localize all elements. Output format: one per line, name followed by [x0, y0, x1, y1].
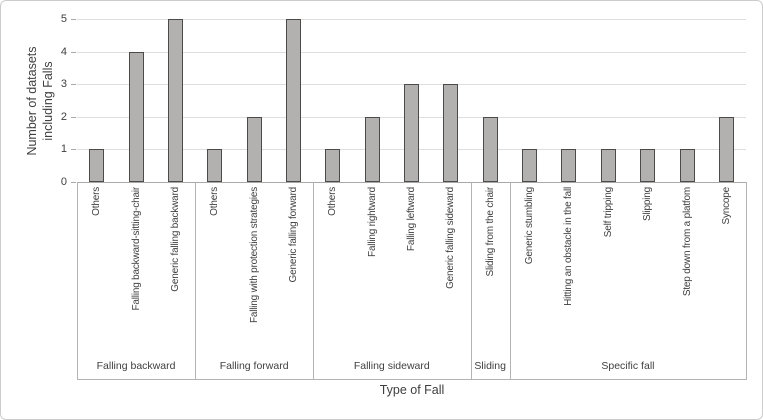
y-tick-mark [71, 182, 76, 183]
group-separator-line [470, 182, 472, 379]
x-group-label: Falling backward [96, 360, 176, 372]
x-category-label: Generic falling backward [169, 187, 181, 292]
x-group-label: Specific fall [601, 360, 655, 372]
gridline [77, 19, 746, 20]
x-group-label: Falling forward [219, 360, 289, 372]
bar [679, 149, 695, 182]
bar [600, 149, 616, 182]
y-tick-label: 0 [60, 176, 67, 188]
x-category-label: Falling rightward [366, 187, 378, 257]
group-separator-line [313, 182, 315, 379]
bar [246, 117, 262, 182]
group-separator-line [77, 182, 78, 379]
bar [207, 149, 223, 182]
x-category-label: Step down from a platfom [681, 187, 693, 297]
x-category-label: Self tripping [602, 187, 614, 238]
y-tick-mark [71, 19, 76, 20]
y-tick-label: 3 [60, 78, 67, 90]
x-category-label: Generic falling forward [287, 187, 299, 283]
y-tick-mark [71, 52, 76, 53]
y-tick-label: 5 [60, 13, 67, 25]
x-category-label: Generic stumbling [524, 187, 536, 265]
y-tick-mark [71, 84, 76, 85]
x-category-label: Hitting an obstacle in the fall [563, 187, 575, 306]
x-category-label: Falling with protection strategies [248, 187, 260, 324]
bar [718, 117, 734, 182]
bar [167, 19, 183, 182]
bar [404, 84, 419, 182]
x-group-label: Sliding [474, 360, 506, 372]
x-category-label: Falling backward-sitting-chair [130, 187, 142, 311]
group-separator-line [746, 182, 747, 379]
x-category-label: Others [209, 187, 221, 216]
x-axis-title: Type of Fall [379, 383, 445, 397]
bar [325, 149, 341, 182]
group-separator-line [195, 182, 197, 379]
x-category-label: Falling leftward [406, 187, 417, 252]
x-group-label: Falling sideward [353, 360, 430, 372]
bar [89, 149, 105, 182]
y-tick-label: 1 [60, 143, 67, 155]
y-tick-mark [71, 149, 76, 150]
bar [364, 117, 380, 182]
x-category-label: Others [91, 187, 103, 216]
x-category-label: Others [327, 187, 339, 216]
x-category-label: Sliding from the chair [484, 187, 496, 277]
bar [561, 149, 577, 182]
x-category-label: Syncope [720, 187, 732, 225]
x-category-label: Slipping [642, 187, 654, 221]
bar [285, 19, 301, 182]
y-tick-label: 4 [60, 46, 67, 58]
x-axis-line [77, 182, 747, 183]
gridline [77, 52, 746, 53]
bar [640, 149, 656, 182]
bar [443, 84, 459, 182]
bar [522, 149, 538, 182]
bar [482, 117, 498, 182]
group-separator-line [509, 182, 511, 379]
y-tick-mark [71, 117, 76, 118]
bar [128, 52, 144, 182]
y-tick-label: 2 [60, 111, 67, 123]
group-bottom-line [77, 379, 747, 380]
x-category-label: Generic falling sideward [445, 187, 457, 289]
